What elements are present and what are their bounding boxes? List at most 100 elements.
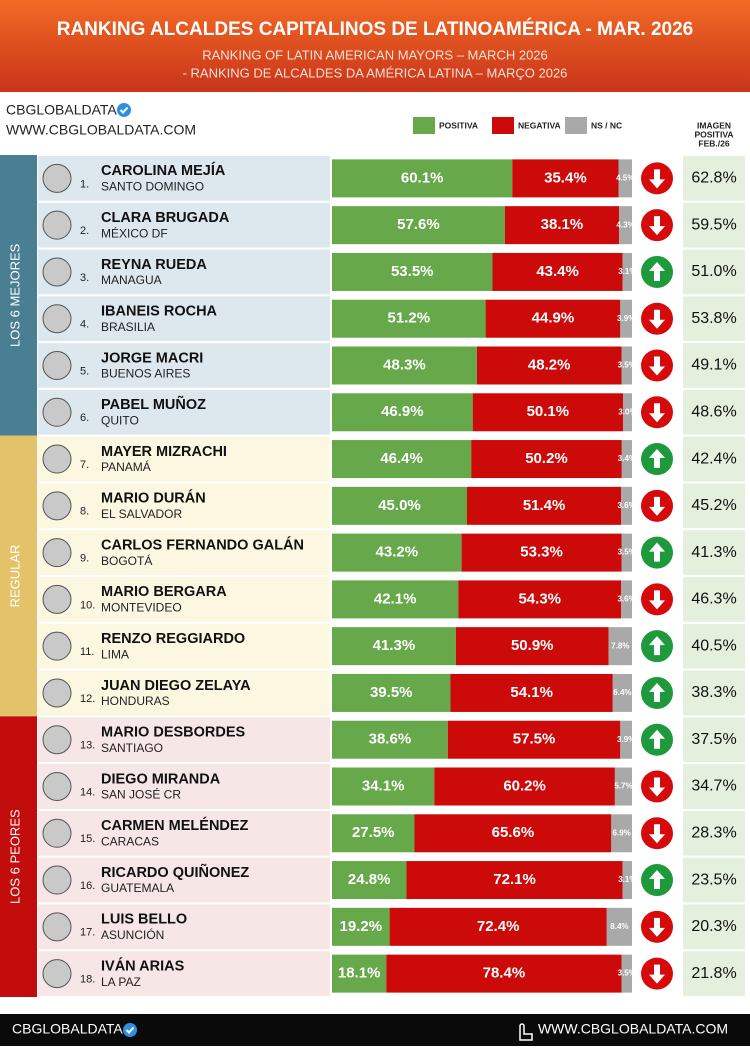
bar-segment [467, 486, 622, 525]
row-background [38, 296, 330, 342]
photo [42, 912, 72, 942]
value-label: 39.5% [370, 684, 413, 701]
trend-arrow [649, 777, 665, 797]
value-label: 65.6% [492, 824, 535, 841]
previous-value: 48.6% [691, 403, 736, 420]
rank: 1. [80, 178, 89, 190]
bar-segment [447, 720, 621, 759]
mayor-name: MAYER MIZRACHI [101, 444, 227, 460]
value-label: 54.1% [510, 684, 553, 701]
mayor-name: IVÁN ARIAS [101, 957, 185, 974]
footer-brand: CBGLOBALDATA [12, 1021, 123, 1037]
previous-value: 59.5% [691, 216, 736, 233]
previous-value: 51.0% [691, 263, 736, 280]
bar-segment [455, 627, 609, 666]
previous-cell [683, 951, 745, 996]
trend-arrow [649, 216, 665, 236]
row-background [38, 810, 330, 856]
value-label: 3.1% [618, 875, 636, 884]
photo [42, 818, 72, 848]
group-strip [0, 435, 37, 717]
rank: 5. [80, 365, 89, 377]
photo [42, 210, 72, 240]
row-background [38, 483, 330, 529]
trend-arrow [649, 964, 665, 984]
bar-segment [611, 814, 632, 853]
footer-website: WWW.CBGLOBALDATA.COM [538, 1021, 728, 1037]
value-label: 19.2% [340, 918, 383, 935]
row-background [38, 156, 330, 201]
city: GUATEMALA [101, 881, 174, 895]
rank: 4. [80, 319, 89, 331]
row-background [38, 249, 330, 295]
bar-segment [332, 861, 407, 900]
value-label: 72.1% [493, 871, 536, 888]
previous-cell [683, 389, 745, 435]
value-label: 41.3% [373, 637, 416, 654]
value-label: 3.5% [618, 969, 636, 978]
value-label: 48.2% [528, 356, 571, 373]
value-label: 38.1% [541, 216, 584, 233]
bar-segment [332, 767, 435, 806]
bar-segment [472, 393, 623, 432]
bar-segment [621, 346, 632, 385]
rank: 6. [80, 412, 89, 424]
rank: 16. [80, 880, 95, 892]
trend-arrow [649, 870, 665, 890]
value-label: 54.3% [518, 590, 561, 607]
trend-arrow [649, 682, 665, 702]
group-strip [0, 716, 37, 997]
row-background [38, 436, 330, 482]
photo [42, 631, 72, 661]
row-background [38, 202, 330, 248]
photo [42, 538, 72, 568]
value-label: 3.4% [618, 454, 636, 463]
mayor-name: RENZO REGGIARDO [101, 631, 245, 647]
mayor-name: PABEL MUÑOZ [101, 395, 206, 413]
bar-segment [332, 206, 505, 245]
value-label: 18.1% [338, 965, 381, 982]
column-header: IMAGEN [697, 120, 731, 130]
trend-arrow [649, 309, 665, 329]
photo [42, 491, 72, 521]
bar-segment [492, 252, 623, 291]
bar-segment [621, 580, 632, 619]
group-label: LOS 6 MEJORES [7, 243, 22, 347]
bar-segment [623, 393, 632, 432]
value-label: 7.8% [611, 641, 629, 650]
row-background [38, 530, 330, 575]
row-background [38, 389, 330, 435]
bar-segment [614, 767, 632, 806]
rank: 3. [80, 272, 89, 284]
bar-segment [622, 252, 632, 291]
previous-value: 34.7% [691, 778, 736, 795]
value-label: 50.1% [527, 403, 570, 420]
rank: 9. [80, 553, 89, 565]
row-background [38, 623, 330, 669]
bar-segment [332, 673, 451, 712]
trend-arrow [649, 403, 665, 423]
bar-segment [458, 580, 622, 619]
photo [42, 865, 72, 895]
bar-segment [332, 954, 387, 993]
bar-segment [622, 861, 632, 900]
value-label: 3.6% [617, 501, 635, 510]
mayor-name: JORGE MACRI [101, 350, 203, 366]
previous-cell [683, 717, 745, 763]
trend-arrow [649, 590, 665, 610]
bar-segment [406, 861, 623, 900]
value-label: 51.4% [523, 497, 566, 514]
bar-segment [461, 533, 622, 572]
bar-segment [332, 252, 493, 291]
previous-value: 53.8% [691, 310, 736, 327]
row-background [38, 904, 330, 950]
bar-segment [332, 346, 477, 385]
city: MÉXICO DF [101, 225, 168, 240]
value-label: 34.1% [362, 777, 405, 794]
mayor-name: IBANEIS ROCHA [101, 304, 218, 320]
previous-cell [683, 623, 745, 669]
title: RANKING ALCALDES CAPITALINOS DE LATINOAM… [57, 18, 694, 40]
mayor-name: DIEGO MIRANDA [101, 771, 221, 787]
previous-value: 42.4% [691, 450, 736, 467]
trend-arrow [649, 169, 665, 189]
